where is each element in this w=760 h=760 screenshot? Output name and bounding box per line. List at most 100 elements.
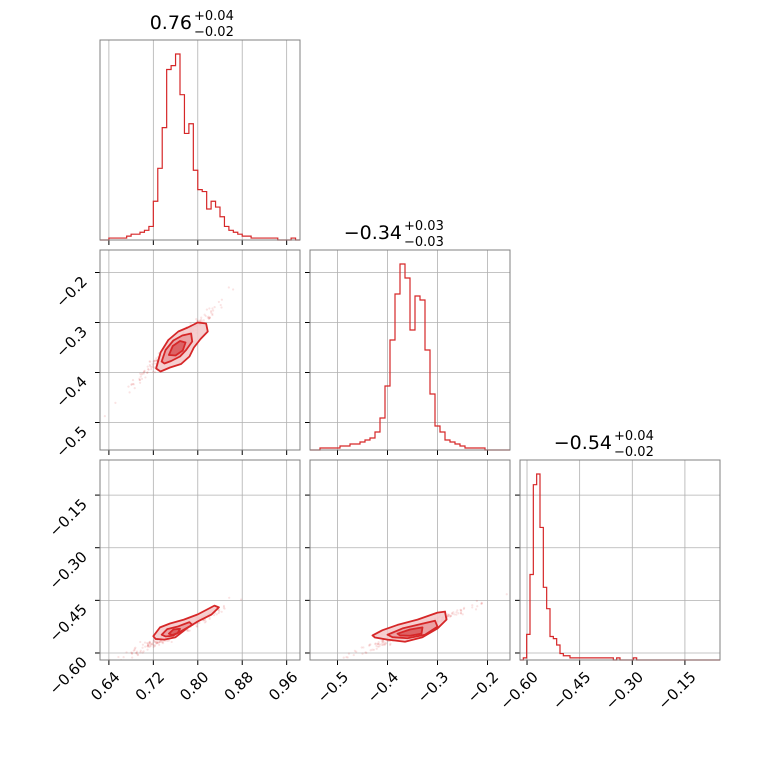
sample-point [380, 643, 383, 646]
sample-point [133, 648, 136, 652]
sample-point [480, 601, 483, 604]
scatter-content [331, 593, 508, 660]
sample-point [152, 639, 155, 642]
contour-line-0 [152, 604, 220, 641]
y-tick-label: −0.5 [52, 423, 90, 461]
sample-point [148, 645, 151, 648]
sample-point [131, 656, 134, 659]
sample-point [156, 642, 159, 645]
contour-line-1 [160, 621, 194, 638]
sample-point [447, 614, 450, 617]
sample-point [220, 298, 223, 301]
x-tick-label: −0.15 [654, 668, 699, 713]
sample-point [147, 368, 150, 371]
sample-point [101, 671, 103, 673]
sample-point [115, 661, 117, 663]
sample-point [146, 642, 150, 645]
sample-point [147, 644, 150, 647]
scatter-panel-0-2-border [99, 459, 301, 661]
x-tick-label: −0.45 [549, 668, 594, 713]
sample-point [150, 365, 153, 369]
sample-point [475, 599, 478, 603]
sample-point [200, 316, 203, 319]
sample-point [383, 641, 386, 644]
histogram-panel-0-border [99, 39, 301, 241]
sample-point [365, 651, 368, 654]
sample-point [158, 640, 161, 644]
sample-point [381, 643, 385, 647]
sample-point [360, 646, 363, 649]
sample-point [463, 606, 466, 609]
histogram-panel-0-background [100, 40, 300, 240]
sample-point [132, 649, 135, 652]
sample-point [149, 365, 152, 368]
scatter-panel-0-2 [95, 459, 301, 673]
sample-point [146, 645, 149, 648]
sample-point [138, 377, 141, 380]
sample-point [208, 316, 211, 319]
param-title-plus: +0.04 [614, 429, 654, 444]
sample-point [156, 640, 159, 643]
sample-point [347, 652, 351, 655]
sample-point [148, 641, 151, 644]
sample-point [143, 369, 146, 372]
sample-point [161, 641, 164, 644]
x-tick-label: −0.60 [497, 668, 542, 713]
sample-point [170, 640, 173, 644]
sample-point [476, 605, 479, 608]
sample-point [220, 306, 223, 309]
sample-point [166, 639, 169, 643]
sample-point [239, 598, 243, 601]
sample-point [208, 616, 211, 619]
sample-point [133, 387, 136, 390]
sample-point [222, 604, 226, 608]
sample-point [362, 646, 365, 649]
sample-point [374, 643, 377, 646]
sample-point [211, 313, 214, 317]
sample-point [151, 364, 155, 367]
sample-point [459, 611, 463, 615]
sample-point [369, 649, 372, 652]
contour-line-1 [386, 619, 439, 640]
contour-line-2 [167, 627, 181, 636]
sample-point [154, 359, 157, 362]
contour-line-2 [167, 340, 187, 357]
y-tick-label: −0.45 [46, 600, 91, 645]
sample-point [381, 640, 385, 644]
sample-point [446, 613, 449, 616]
sample-point [196, 319, 200, 322]
x-tick-label: 0.96 [265, 668, 301, 704]
sample-point [217, 300, 220, 304]
histogram-panel-0: 0.76 +0.04−0.02 [99, 9, 301, 245]
sample-point [208, 316, 211, 319]
sample-point [368, 644, 371, 647]
sample-point [136, 653, 139, 656]
sample-point [202, 319, 205, 322]
sample-point [232, 288, 235, 291]
sample-point [117, 655, 120, 659]
sample-point [153, 640, 157, 644]
scatter-panel-1-2-border [309, 459, 511, 661]
sample-point [459, 608, 462, 611]
sample-point [153, 359, 156, 363]
sample-point [227, 286, 230, 289]
sample-point [208, 617, 211, 621]
histogram-panel-2-background [520, 460, 720, 660]
sample-point [452, 611, 455, 614]
sample-point [141, 372, 144, 375]
sample-point [141, 646, 144, 649]
sample-point [149, 644, 152, 648]
sample-point [143, 370, 146, 373]
sample-point [157, 641, 161, 644]
sample-point [132, 383, 135, 386]
sample-point [155, 357, 158, 360]
sample-point [154, 640, 157, 643]
sample-point [374, 642, 377, 645]
sample-point [139, 640, 142, 644]
histogram-panel-1: −0.34 +0.03−0.03 [305, 219, 511, 455]
sample-point [139, 375, 142, 378]
sample-point [377, 642, 380, 646]
sample-point [135, 650, 139, 653]
sample-point [204, 314, 207, 318]
